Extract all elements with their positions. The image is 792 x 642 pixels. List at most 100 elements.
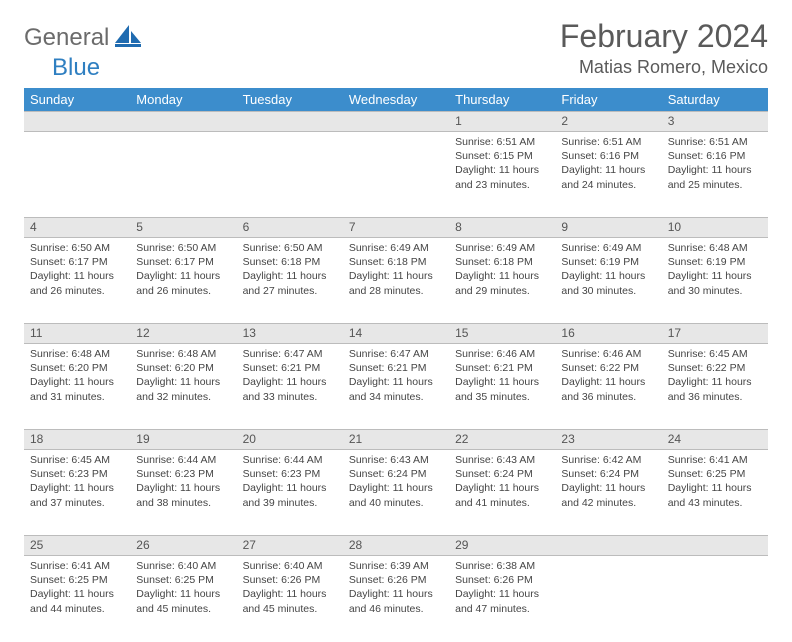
day-number-cell: 5 — [130, 218, 236, 238]
day-content-cell: Sunrise: 6:45 AMSunset: 6:23 PMDaylight:… — [24, 450, 130, 536]
day-content-cell: Sunrise: 6:49 AMSunset: 6:19 PMDaylight:… — [555, 238, 661, 324]
day-number-row: 123 — [24, 112, 768, 132]
sunset-line: Sunset: 6:23 PM — [30, 467, 124, 481]
day-content-cell — [555, 556, 661, 642]
sunset-line: Sunset: 6:23 PM — [243, 467, 337, 481]
day-content-cell: Sunrise: 6:48 AMSunset: 6:19 PMDaylight:… — [662, 238, 768, 324]
daylight-line: Daylight: 11 hours and 47 minutes. — [455, 587, 549, 615]
daylight-line: Daylight: 11 hours and 42 minutes. — [561, 481, 655, 509]
day-number-cell: 16 — [555, 324, 661, 344]
title-block: February 2024 Matias Romero, Mexico — [560, 18, 768, 78]
day-number-row: 11121314151617 — [24, 324, 768, 344]
sunset-line: Sunset: 6:26 PM — [455, 573, 549, 587]
sunrise-line: Sunrise: 6:44 AM — [136, 453, 230, 467]
day-header: Thursday — [449, 88, 555, 112]
day-number-cell: 7 — [343, 218, 449, 238]
daylight-line: Daylight: 11 hours and 24 minutes. — [561, 163, 655, 191]
sunrise-line: Sunrise: 6:46 AM — [455, 347, 549, 361]
daylight-line: Daylight: 11 hours and 33 minutes. — [243, 375, 337, 403]
daylight-line: Daylight: 11 hours and 45 minutes. — [243, 587, 337, 615]
day-content-cell — [24, 132, 130, 218]
sunset-line: Sunset: 6:18 PM — [243, 255, 337, 269]
sunset-line: Sunset: 6:18 PM — [455, 255, 549, 269]
sunrise-line: Sunrise: 6:51 AM — [668, 135, 762, 149]
sunset-line: Sunset: 6:17 PM — [30, 255, 124, 269]
sunrise-line: Sunrise: 6:43 AM — [455, 453, 549, 467]
day-number-cell: 23 — [555, 430, 661, 450]
sunrise-line: Sunrise: 6:44 AM — [243, 453, 337, 467]
day-header-row: SundayMondayTuesdayWednesdayThursdayFrid… — [24, 88, 768, 112]
sunrise-line: Sunrise: 6:45 AM — [30, 453, 124, 467]
daylight-line: Daylight: 11 hours and 30 minutes. — [668, 269, 762, 297]
day-content-cell: Sunrise: 6:50 AMSunset: 6:17 PMDaylight:… — [24, 238, 130, 324]
day-content-cell: Sunrise: 6:49 AMSunset: 6:18 PMDaylight:… — [449, 238, 555, 324]
day-content-cell: Sunrise: 6:42 AMSunset: 6:24 PMDaylight:… — [555, 450, 661, 536]
sunrise-line: Sunrise: 6:41 AM — [30, 559, 124, 573]
day-number-cell: 24 — [662, 430, 768, 450]
day-number-cell: 28 — [343, 536, 449, 556]
day-content-cell: Sunrise: 6:50 AMSunset: 6:17 PMDaylight:… — [130, 238, 236, 324]
day-number-cell: 26 — [130, 536, 236, 556]
day-content-cell — [237, 132, 343, 218]
day-content-cell: Sunrise: 6:41 AMSunset: 6:25 PMDaylight:… — [662, 450, 768, 536]
sunrise-line: Sunrise: 6:42 AM — [561, 453, 655, 467]
day-content-row: Sunrise: 6:45 AMSunset: 6:23 PMDaylight:… — [24, 450, 768, 536]
day-number-cell — [555, 536, 661, 556]
day-content-cell: Sunrise: 6:43 AMSunset: 6:24 PMDaylight:… — [449, 450, 555, 536]
day-number-cell — [662, 536, 768, 556]
daylight-line: Daylight: 11 hours and 45 minutes. — [136, 587, 230, 615]
sunset-line: Sunset: 6:23 PM — [136, 467, 230, 481]
daylight-line: Daylight: 11 hours and 32 minutes. — [136, 375, 230, 403]
daylight-line: Daylight: 11 hours and 46 minutes. — [349, 587, 443, 615]
day-content-cell: Sunrise: 6:47 AMSunset: 6:21 PMDaylight:… — [343, 344, 449, 430]
day-number-row: 2526272829 — [24, 536, 768, 556]
day-content-cell: Sunrise: 6:40 AMSunset: 6:26 PMDaylight:… — [237, 556, 343, 642]
sunset-line: Sunset: 6:21 PM — [455, 361, 549, 375]
day-content-cell: Sunrise: 6:51 AMSunset: 6:16 PMDaylight:… — [555, 132, 661, 218]
day-number-cell: 1 — [449, 112, 555, 132]
sunset-line: Sunset: 6:20 PM — [30, 361, 124, 375]
day-content-cell — [662, 556, 768, 642]
day-number-cell: 17 — [662, 324, 768, 344]
sunset-line: Sunset: 6:22 PM — [668, 361, 762, 375]
day-number-cell — [343, 112, 449, 132]
sunset-line: Sunset: 6:21 PM — [349, 361, 443, 375]
logo-text-blue: Blue — [52, 54, 100, 82]
day-content-cell: Sunrise: 6:40 AMSunset: 6:25 PMDaylight:… — [130, 556, 236, 642]
sunset-line: Sunset: 6:18 PM — [349, 255, 443, 269]
day-content-row: Sunrise: 6:51 AMSunset: 6:15 PMDaylight:… — [24, 132, 768, 218]
day-number-cell — [130, 112, 236, 132]
day-header: Friday — [555, 88, 661, 112]
sunset-line: Sunset: 6:16 PM — [668, 149, 762, 163]
daylight-line: Daylight: 11 hours and 37 minutes. — [30, 481, 124, 509]
day-header: Monday — [130, 88, 236, 112]
daylight-line: Daylight: 11 hours and 30 minutes. — [561, 269, 655, 297]
sunrise-line: Sunrise: 6:40 AM — [243, 559, 337, 573]
day-number-cell: 15 — [449, 324, 555, 344]
day-number-cell: 8 — [449, 218, 555, 238]
day-number-cell: 13 — [237, 324, 343, 344]
sunrise-line: Sunrise: 6:51 AM — [455, 135, 549, 149]
day-content-cell: Sunrise: 6:51 AMSunset: 6:15 PMDaylight:… — [449, 132, 555, 218]
day-number-cell — [24, 112, 130, 132]
sunrise-line: Sunrise: 6:38 AM — [455, 559, 549, 573]
month-title: February 2024 — [560, 18, 768, 55]
sunrise-line: Sunrise: 6:41 AM — [668, 453, 762, 467]
day-number-cell: 18 — [24, 430, 130, 450]
logo-sail-icon — [115, 25, 141, 52]
day-number-cell: 6 — [237, 218, 343, 238]
day-content-cell: Sunrise: 6:38 AMSunset: 6:26 PMDaylight:… — [449, 556, 555, 642]
day-number-cell: 19 — [130, 430, 236, 450]
daylight-line: Daylight: 11 hours and 29 minutes. — [455, 269, 549, 297]
day-header: Tuesday — [237, 88, 343, 112]
day-content-cell: Sunrise: 6:44 AMSunset: 6:23 PMDaylight:… — [237, 450, 343, 536]
sunset-line: Sunset: 6:22 PM — [561, 361, 655, 375]
calendar-table: SundayMondayTuesdayWednesdayThursdayFrid… — [24, 88, 768, 642]
logo-text-general: General — [24, 24, 109, 52]
daylight-line: Daylight: 11 hours and 36 minutes. — [668, 375, 762, 403]
daylight-line: Daylight: 11 hours and 44 minutes. — [30, 587, 124, 615]
daylight-line: Daylight: 11 hours and 35 minutes. — [455, 375, 549, 403]
sunrise-line: Sunrise: 6:48 AM — [136, 347, 230, 361]
day-number-cell: 2 — [555, 112, 661, 132]
sunrise-line: Sunrise: 6:43 AM — [349, 453, 443, 467]
